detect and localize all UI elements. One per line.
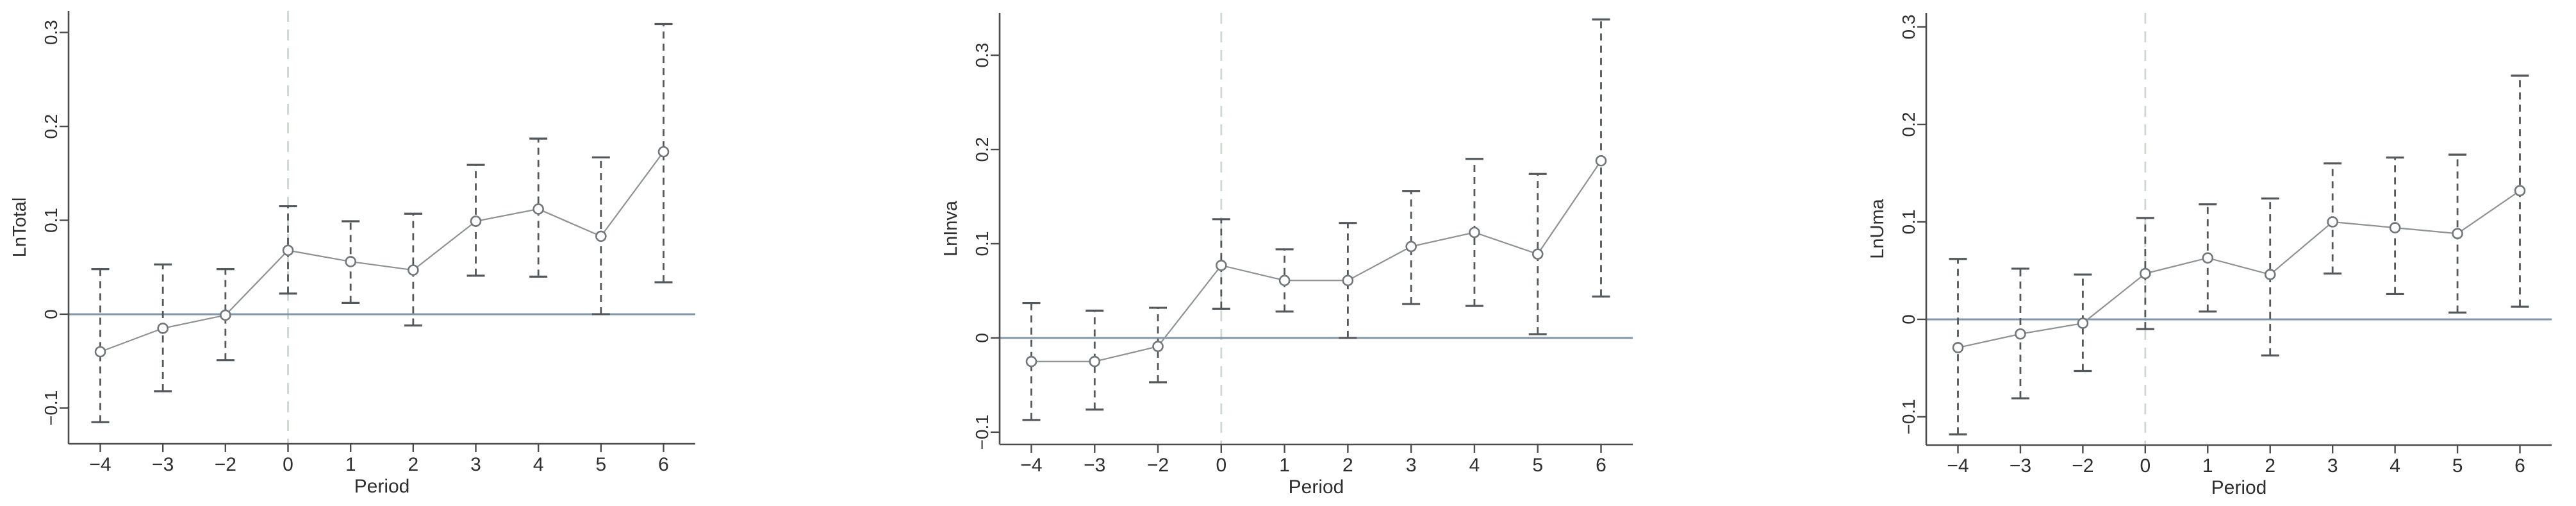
y-tick-label: 0 [41, 309, 61, 319]
x-tick-label: 3 [470, 454, 481, 475]
y-tick-label: 0.2 [972, 137, 992, 162]
x-tick-label: 2 [408, 454, 418, 475]
x-tick-label: 2 [1342, 455, 1353, 476]
series-line [1958, 190, 2521, 349]
x-tick-label: 5 [1532, 455, 1543, 476]
data-point-marker [2452, 228, 2463, 240]
x-tick-label: 4 [2390, 455, 2400, 476]
x-tick-label: 5 [2452, 455, 2463, 476]
data-point-marker [595, 230, 607, 242]
data-point-marker [282, 244, 294, 257]
x-tick-label: 3 [1406, 455, 1417, 476]
x-tick-label: 2 [2265, 455, 2275, 476]
data-point-marker [1342, 274, 1354, 287]
y-tick-label: 0.1 [41, 208, 61, 233]
series-line [100, 151, 665, 353]
x-tick-label: 3 [2327, 455, 2338, 476]
y-tick-label: 0.1 [972, 232, 992, 257]
event-study-panel-lnuma: −0.1 0 0.1 0.2 0.3 LnUma −4 −3 −2 0 1 2 3 4 5 6 Period [1717, 0, 2576, 506]
data-point-marker [1405, 240, 1417, 253]
data-point-marker [1532, 248, 1544, 260]
x-tick-label: 6 [2514, 455, 2525, 476]
y-tick-label: 0.1 [1899, 210, 1919, 235]
data-point-marker [1595, 155, 1607, 167]
x-tick-label: 6 [1596, 455, 1606, 476]
y-tick-label: 0.2 [41, 114, 61, 139]
x-tick-label: 0 [1216, 455, 1226, 476]
y-tick-label: 0.3 [1899, 15, 1919, 40]
x-tick-label: −2 [2072, 455, 2093, 476]
data-point-marker [2015, 328, 2026, 340]
x-tick-label: −3 [1084, 455, 1105, 476]
data-point-marker [1025, 355, 1037, 367]
y-tick-label: 0 [972, 333, 992, 343]
data-point-marker [1469, 226, 1480, 239]
event-study-panel-lninva: −0.1 0 0.1 0.2 0.3 LnInva −4 −3 −2 0 1 2 3 4 5 6 Period [859, 0, 1717, 506]
data-point-marker [2140, 267, 2151, 280]
data-point-marker [220, 309, 231, 321]
x-tick-label: −3 [152, 454, 174, 475]
x-tick-label: −2 [1147, 455, 1169, 476]
x-axis-label: Period [354, 476, 410, 497]
data-point-marker [408, 264, 419, 276]
x-axis-label: Period [2211, 477, 2267, 498]
data-point-marker [2327, 216, 2338, 228]
data-point-marker [470, 215, 482, 227]
x-tick-label: 1 [1279, 455, 1290, 476]
data-point-marker [345, 256, 356, 267]
y-tick-label: 0 [1899, 314, 1919, 325]
x-tick-label: 0 [283, 454, 293, 475]
y-tick-label: 0.2 [1899, 112, 1919, 137]
x-tick-label: −3 [2010, 455, 2031, 476]
data-point-marker [1089, 355, 1101, 367]
y-tick-label: −0.1 [41, 391, 61, 426]
y-axis-label: LnTotal [10, 198, 30, 258]
y-tick-label: 0.3 [972, 43, 992, 68]
data-point-marker [2202, 252, 2214, 264]
x-tick-label: 1 [2202, 455, 2213, 476]
x-tick-label: −4 [1947, 455, 1969, 476]
data-point-marker [94, 346, 106, 358]
data-point-marker [157, 323, 169, 334]
chart-svg: −0.1 0 0.1 0.2 0.3 LnInva −4 −3 −2 0 1 2 3 4 5 6 Period [941, 13, 1633, 498]
data-point-marker [2264, 269, 2276, 280]
event-study-panel-lntotal: −0.1 0 0.1 0.2 0.3 LnTotal −4 −3 −2 0 1 2 3 4 5 6 Period [0, 0, 859, 506]
data-point-marker [2514, 185, 2526, 197]
data-point-marker [1216, 260, 1227, 271]
y-tick-label: 0.3 [41, 20, 61, 45]
x-tick-label: −4 [89, 454, 111, 475]
x-tick-label: 6 [658, 454, 669, 475]
x-axis-label: Period [1289, 476, 1344, 498]
x-tick-label: 5 [595, 454, 606, 475]
y-axis-label: LnUma [1867, 198, 1888, 258]
data-point-marker [533, 203, 544, 215]
x-tick-label: 1 [345, 454, 356, 475]
data-point-marker [1152, 341, 1164, 352]
chart-svg: −0.1 0 0.1 0.2 0.3 LnTotal −4 −3 −2 0 1 2 3 4 5 6 Period [10, 11, 695, 497]
data-point-marker [1278, 274, 1291, 287]
x-tick-label: 0 [2140, 455, 2151, 476]
data-point-marker [2077, 317, 2089, 329]
y-tick-label: −0.1 [972, 414, 992, 450]
x-tick-label: 4 [533, 454, 544, 475]
y-axis-label: LnInva [941, 200, 961, 257]
x-tick-label: 4 [1469, 455, 1480, 476]
series-line [1031, 160, 1602, 362]
x-tick-label: −4 [1020, 455, 1042, 476]
y-tick-label: −0.1 [1899, 399, 1919, 434]
chart-svg: −0.1 0 0.1 0.2 0.3 LnUma −4 −3 −2 0 1 2 3 4 5 6 Period [1867, 13, 2552, 498]
data-point-marker [2389, 222, 2401, 233]
data-point-marker [1952, 342, 1964, 353]
data-point-marker [657, 146, 670, 158]
x-tick-label: −2 [215, 454, 236, 475]
